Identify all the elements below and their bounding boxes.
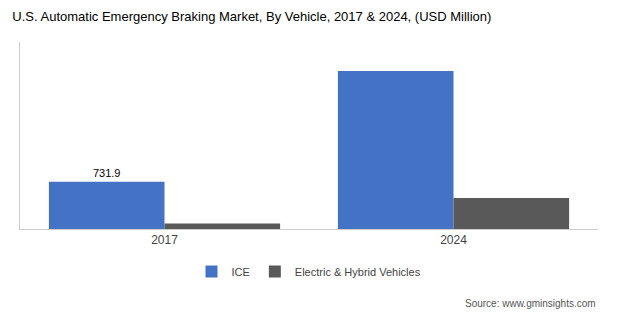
svg-text:ICE: ICE: [232, 266, 250, 278]
svg-text:2017: 2017: [151, 233, 178, 247]
svg-text:U.S. Automatic Emergency Braki: U.S. Automatic Emergency Braking Market,…: [12, 9, 491, 24]
svg-text:Source: www.gminsights.com: Source: www.gminsights.com: [465, 298, 596, 309]
svg-text:731.9: 731.9: [93, 167, 121, 179]
svg-text:Electric & Hybrid Vehicles: Electric & Hybrid Vehicles: [295, 266, 421, 278]
svg-text:2024: 2024: [440, 233, 467, 247]
